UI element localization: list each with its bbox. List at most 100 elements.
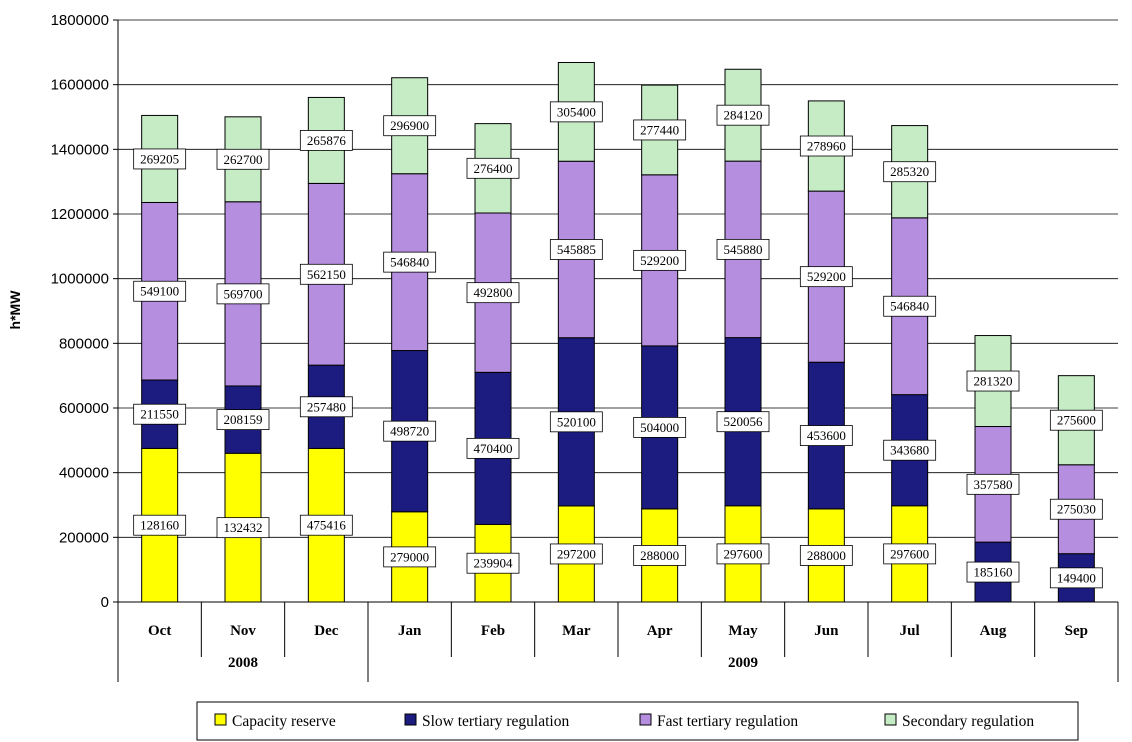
data-label-box [383,420,437,442]
y-tick-label: 1000000 [51,271,109,288]
data-label: 562150 [299,263,353,285]
legend-box [196,701,1079,741]
data-label-text: 545880 [724,242,763,257]
data-label-text: 128160 [140,518,179,533]
data-label-box [716,238,770,260]
data-label-box [133,514,187,536]
data-label: 297200 [549,543,603,565]
data-label: 475416 [299,514,353,536]
data-label-box [133,148,187,170]
data-label: 275030 [1049,498,1103,520]
data-label-box [716,104,770,126]
data-label-text: 277440 [640,122,679,137]
data-label-box [466,282,520,304]
y-axis: 0 200000 400000 600000 800000 1000000 1200000 1… [51,12,119,611]
y-tick-label: 200000 [59,529,109,546]
data-label-text: 285320 [890,164,929,179]
data-label-text: 297600 [724,546,763,561]
data-label-box [549,411,603,433]
y-tick-label: 400000 [59,465,109,482]
x-group-label: 2009 [728,655,758,671]
legend-label: Slow tertiary regulation [422,713,569,730]
data-label: 275600 [1049,409,1103,431]
data-label-text: 546840 [890,299,929,314]
data-label-text: 208159 [224,412,263,427]
data-label: 284120 [716,104,770,126]
data-label-box [299,130,353,151]
data-label-text: 357580 [974,477,1013,492]
data-label-box [883,295,937,317]
data-label: 149400 [1049,567,1103,589]
data-label-box [799,135,853,157]
data-label-text: 262700 [224,152,263,167]
x-category-label: May [728,623,758,639]
data-label-box [633,249,687,271]
y-axis-label: h*MW [7,290,23,330]
data-label-box [966,561,1020,583]
data-label-text: 297200 [557,546,596,561]
legend: Capacity reserve Slow tertiary regulation… [196,701,1079,741]
data-label-text: 529200 [807,269,846,284]
x-category-label: Apr [647,623,673,639]
data-label-box [466,157,520,179]
data-label-box [633,416,687,438]
data-label: 529200 [633,249,687,271]
x-category-label: Jul [900,623,920,639]
data-label-box [216,517,270,539]
data-label-box [549,543,603,565]
data-label-text: 265876 [307,133,347,148]
data-label-box [299,514,353,536]
data-label-text: 297600 [890,546,929,561]
x-category-label: Aug [980,623,1007,639]
data-label-text: 276400 [474,161,513,176]
data-label-text: 492800 [474,285,513,300]
data-label-box [633,119,687,141]
data-label: 545885 [549,239,603,260]
data-label-text: 279000 [390,549,429,564]
data-label-box [383,251,437,273]
data-label: 492800 [466,282,520,304]
data-label-box [799,545,853,566]
data-label-text: 278960 [807,139,846,154]
y-tick-label: 1400000 [51,141,109,158]
data-label-box [549,101,603,123]
bars [141,61,1095,603]
data-label: 357580 [966,473,1020,495]
data-label: 279000 [383,546,437,568]
y-tick-label: 0 [101,594,109,611]
x-category-label: Nov [230,623,256,639]
data-label-box [216,283,270,305]
data-label: 281320 [966,370,1020,392]
x-group-label: 2008 [228,655,258,671]
data-label-text: 546840 [390,255,429,270]
data-label-text: 305400 [557,104,596,119]
data-label: 545880 [716,238,770,260]
data-label-box [883,161,937,183]
data-label-box [216,409,270,431]
data-label: 262700 [216,148,270,170]
data-label-box [299,396,353,418]
data-label: 453600 [799,425,853,446]
data-label-text: 549100 [140,284,179,299]
x-category-label: Jun [814,623,839,639]
data-label: 276400 [466,157,520,179]
data-label-text: 149400 [1057,570,1096,585]
data-label-box [883,439,937,461]
y-tick-label: 1800000 [51,12,109,29]
data-label-box [383,115,437,137]
data-label-box [133,280,187,302]
data-label-box [799,266,853,288]
data-label-box [1049,409,1103,431]
data-label-box [133,403,187,425]
data-label-text: 211550 [140,407,179,422]
x-category-label: Feb [481,623,505,639]
data-label-text: 288000 [640,548,679,563]
data-label: 288000 [633,545,687,566]
data-label: 185160 [966,561,1020,583]
legend-swatch [639,713,652,726]
data-label-text: 569700 [224,286,263,301]
data-label: 549100 [133,280,187,302]
legend-label: Secondary regulation [902,713,1034,730]
data-label-text: 281320 [974,374,1013,389]
